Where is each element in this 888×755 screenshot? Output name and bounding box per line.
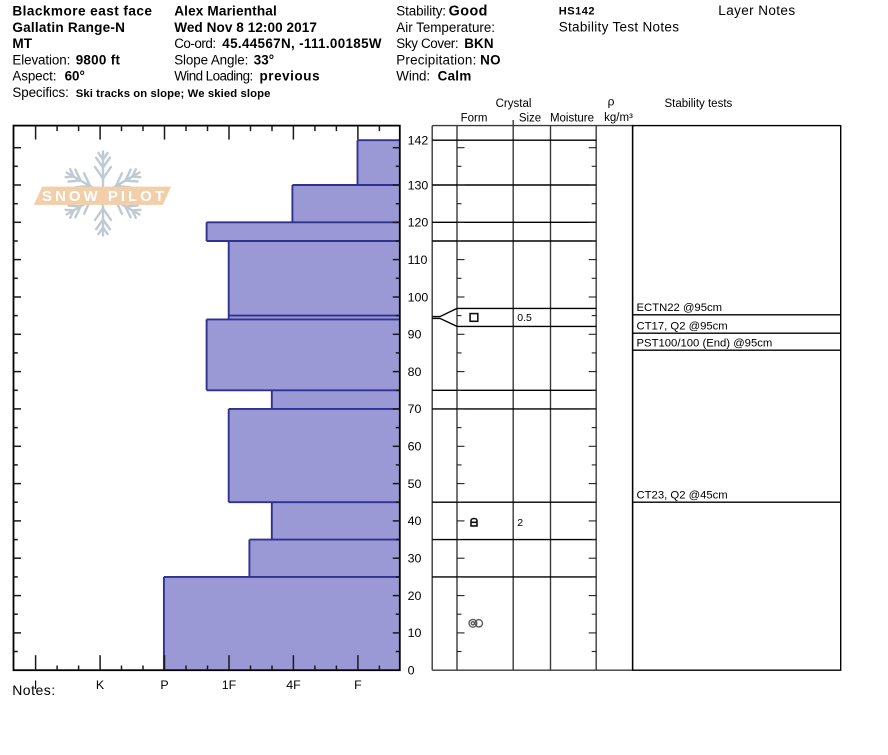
svg-text:BKN: BKN bbox=[464, 36, 494, 51]
svg-text:20: 20 bbox=[408, 589, 422, 603]
svg-text:P: P bbox=[160, 678, 168, 692]
svg-text:previous: previous bbox=[260, 69, 321, 84]
svg-text:Stability Test Notes: Stability Test Notes bbox=[559, 20, 680, 35]
svg-text:30: 30 bbox=[408, 552, 422, 566]
svg-text:120: 120 bbox=[408, 216, 429, 230]
svg-text:Slope Angle:: Slope Angle: bbox=[174, 52, 248, 67]
svg-text:90: 90 bbox=[408, 328, 422, 342]
svg-text:1F: 1F bbox=[222, 678, 237, 692]
svg-text:CT17, Q2 @95cm: CT17, Q2 @95cm bbox=[637, 320, 728, 332]
svg-text:Blackmore east face: Blackmore east face bbox=[12, 4, 152, 19]
svg-text:50: 50 bbox=[408, 477, 422, 491]
svg-text:PST100/100 (End) @95cm: PST100/100 (End) @95cm bbox=[637, 338, 773, 350]
svg-text:Stability:: Stability: bbox=[396, 4, 446, 19]
svg-text:142: 142 bbox=[408, 133, 429, 147]
svg-text:F: F bbox=[354, 678, 362, 692]
svg-text:kg/m³: kg/m³ bbox=[604, 112, 633, 124]
svg-text:60°: 60° bbox=[65, 69, 85, 84]
svg-text:Calm: Calm bbox=[438, 69, 472, 84]
svg-text:0: 0 bbox=[408, 664, 415, 678]
svg-text:ECTN22 @95cm: ECTN22 @95cm bbox=[637, 302, 723, 314]
svg-text:Wind Loading:: Wind Loading: bbox=[174, 69, 252, 84]
svg-text:Form: Form bbox=[461, 113, 488, 125]
svg-text:130: 130 bbox=[408, 178, 429, 192]
svg-text:40: 40 bbox=[408, 514, 422, 528]
svg-text:Gallatin Range-N: Gallatin Range-N bbox=[12, 20, 125, 35]
svg-text:I: I bbox=[34, 678, 37, 692]
svg-text:Ski tracks on slope; We skied: Ski tracks on slope; We skied slope bbox=[76, 88, 271, 100]
svg-text:K: K bbox=[96, 678, 105, 692]
svg-text:Wed Nov 8 12:00 2017: Wed Nov 8 12:00 2017 bbox=[174, 20, 317, 35]
svg-text:60: 60 bbox=[408, 440, 422, 454]
svg-text:Aspect:: Aspect: bbox=[12, 69, 56, 84]
svg-text:Air Temperature:: Air Temperature: bbox=[396, 20, 495, 35]
svg-text:Size: Size bbox=[519, 113, 541, 125]
svg-text:HS142: HS142 bbox=[559, 6, 595, 18]
svg-text:4F: 4F bbox=[286, 678, 301, 692]
svg-text:Co-ord:: Co-ord: bbox=[174, 36, 216, 51]
svg-text:Layer Notes: Layer Notes bbox=[718, 3, 795, 18]
svg-text:Moisture: Moisture bbox=[550, 113, 594, 125]
svg-text:33°: 33° bbox=[254, 52, 274, 67]
svg-text:ρ: ρ bbox=[608, 95, 615, 109]
svg-text:Elevation:: Elevation: bbox=[12, 52, 70, 67]
svg-text:100: 100 bbox=[408, 290, 429, 304]
svg-text:70: 70 bbox=[408, 402, 422, 416]
svg-text:Specifics:: Specifics: bbox=[12, 85, 68, 100]
svg-text:SNOW PILOT: SNOW PILOT bbox=[42, 188, 167, 205]
svg-text:CT23, Q2 @45cm: CT23, Q2 @45cm bbox=[637, 489, 728, 501]
svg-text:Precipitation:: Precipitation: bbox=[396, 52, 476, 67]
svg-text:Stability tests: Stability tests bbox=[665, 98, 733, 110]
svg-text:Crystal: Crystal bbox=[496, 98, 532, 110]
svg-text:NO: NO bbox=[480, 52, 501, 67]
svg-text:9800 ft: 9800 ft bbox=[76, 52, 121, 67]
svg-text:Wind:: Wind: bbox=[396, 69, 430, 84]
svg-text:80: 80 bbox=[408, 365, 422, 379]
svg-text:0.5: 0.5 bbox=[517, 312, 532, 324]
svg-text:Alex Marienthal: Alex Marienthal bbox=[174, 4, 277, 19]
svg-text:Good: Good bbox=[449, 4, 488, 20]
svg-text:MT: MT bbox=[12, 36, 32, 51]
svg-text:45.44567N, -111.00185W: 45.44567N, -111.00185W bbox=[222, 36, 382, 51]
svg-text:Sky Cover:: Sky Cover: bbox=[396, 36, 458, 51]
svg-text:2: 2 bbox=[517, 517, 523, 529]
svg-text:10: 10 bbox=[408, 626, 422, 640]
svg-text:110: 110 bbox=[408, 253, 428, 267]
svg-text:Notes:: Notes: bbox=[12, 682, 55, 698]
